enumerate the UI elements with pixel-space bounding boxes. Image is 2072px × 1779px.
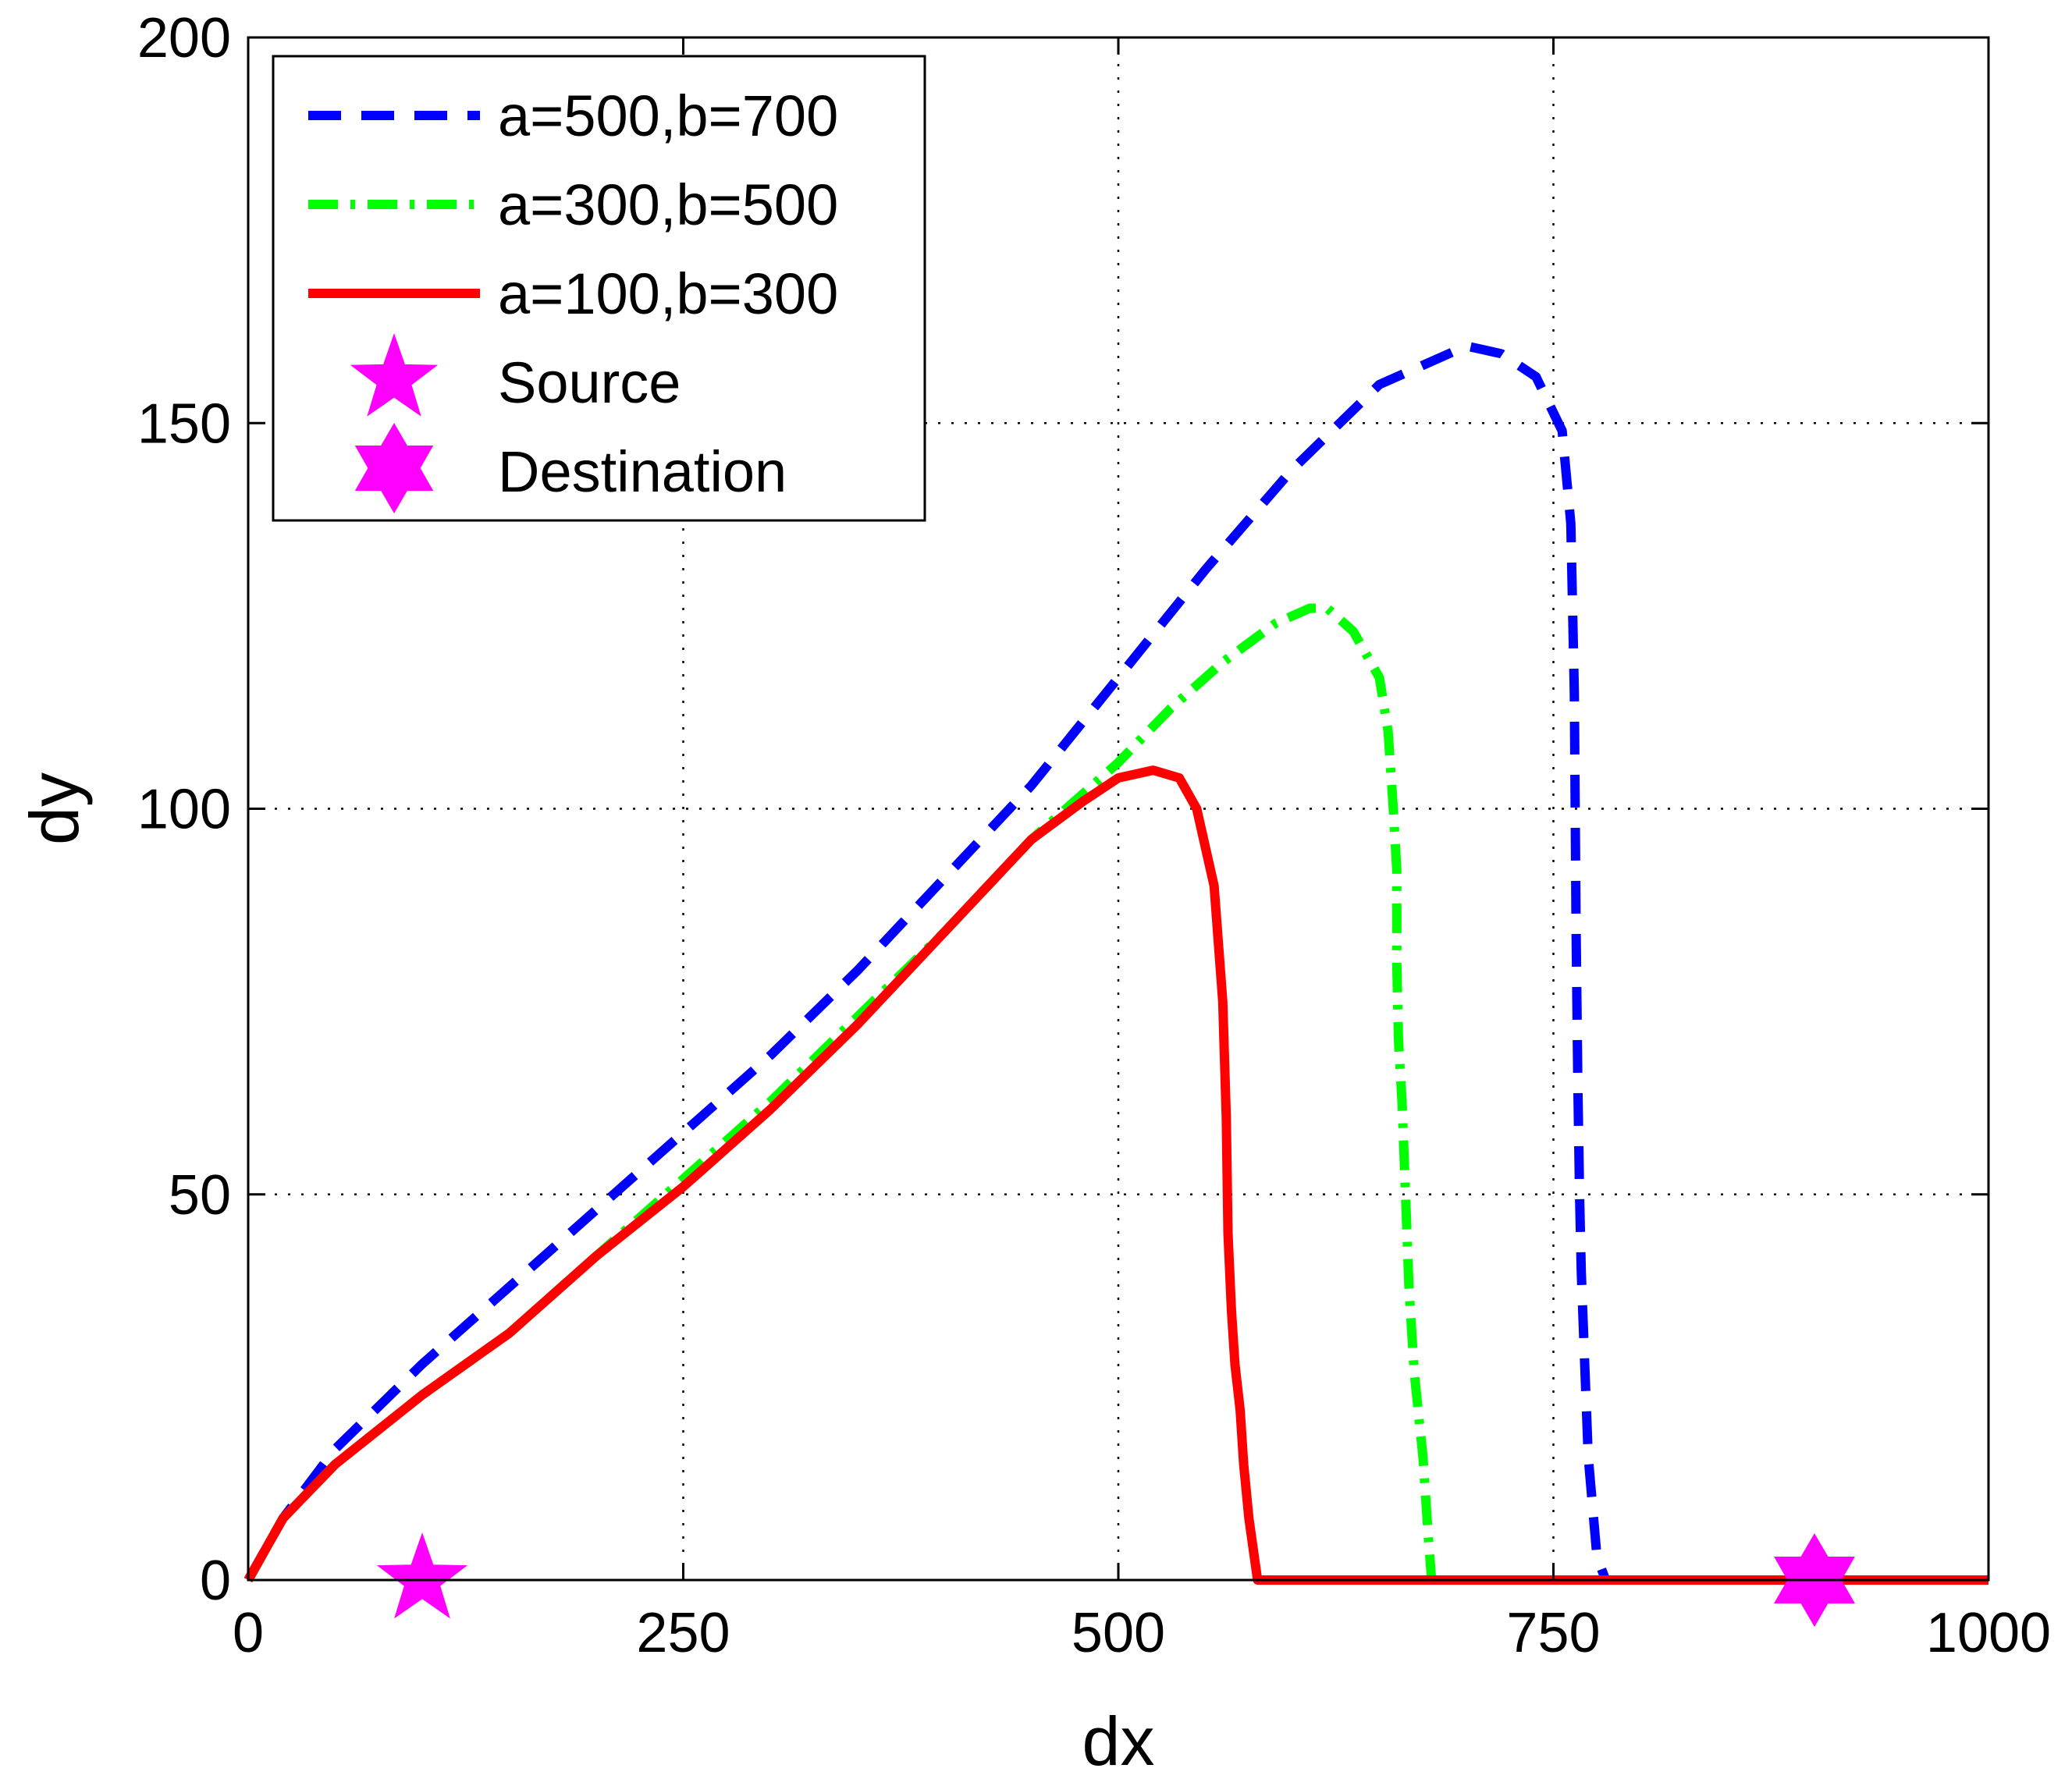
x-axis-label: dx (1082, 1703, 1155, 1779)
legend-box (272, 55, 926, 522)
legend-source-marker (350, 332, 439, 417)
series-line-1 (243, 341, 1611, 1582)
legend-label: Source (498, 350, 681, 415)
y-tick-label: 100 (137, 779, 231, 841)
legend-destination-marker (354, 423, 434, 513)
source-marker (376, 1532, 468, 1619)
legend-label: a=300,b=500 (498, 172, 838, 237)
legend: a=500,b=700 a=300,b=500 a=100,b=300 Source D… (272, 55, 926, 522)
x-tick-label: 750 (1506, 1602, 1600, 1664)
axis-ticks: 0 250 500 750 1000 0 50 100 150 200 (137, 7, 2051, 1664)
y-tick-label: 200 (137, 7, 231, 69)
y-tick-label: 150 (137, 392, 231, 455)
x-tick-label: 500 (1072, 1602, 1165, 1664)
x-tick-label: 250 (636, 1602, 730, 1664)
x-tick-label: 1000 (1926, 1602, 2051, 1664)
x-tick-label: 0 (233, 1602, 264, 1664)
y-axis-label: dy (16, 772, 93, 845)
series-line-2 (243, 603, 1437, 1582)
legend-label: Destination (498, 439, 787, 504)
grid (248, 37, 1988, 1580)
y-tick-label: 50 (169, 1164, 231, 1227)
y-tick-label: 0 (200, 1550, 231, 1612)
legend-label: a=100,b=300 (498, 261, 838, 326)
series-layer (243, 341, 1988, 1585)
legend-label: a=500,b=700 (498, 83, 838, 148)
